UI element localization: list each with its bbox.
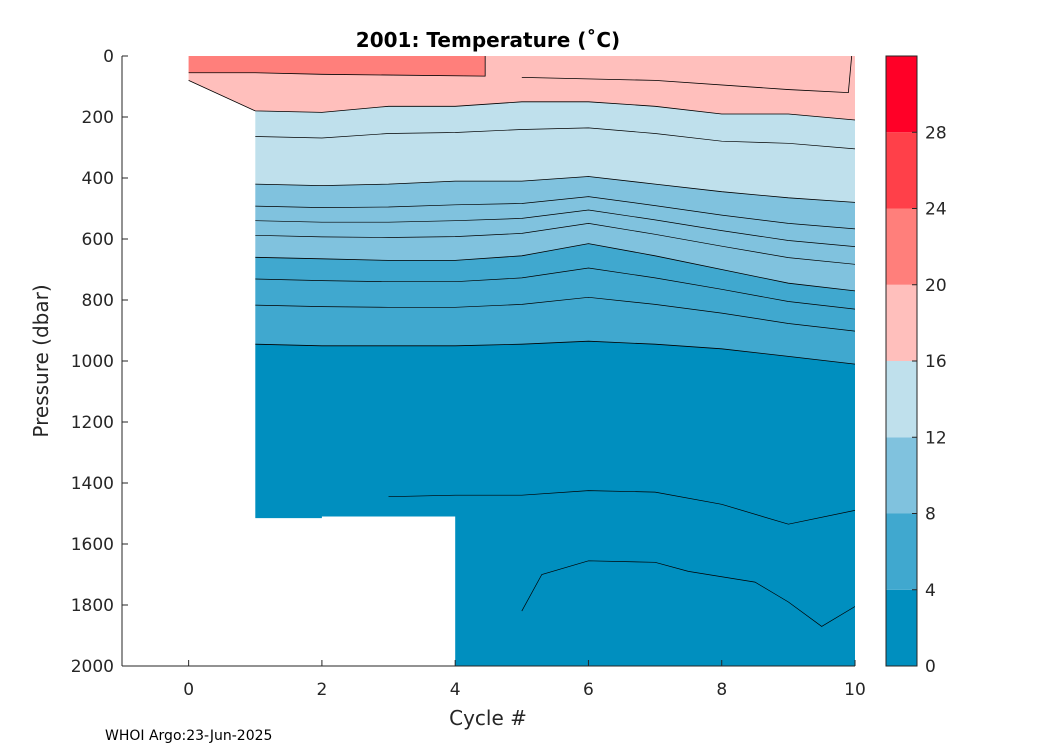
- band-20-24: [188, 56, 486, 77]
- colorbar-tick-label: 24: [925, 200, 947, 220]
- colorbar-band: [886, 361, 917, 438]
- colorbar: [885, 55, 918, 667]
- intermediate-contour: [255, 223, 855, 265]
- colorbar-band: [886, 437, 917, 514]
- y-tick-label: 0: [103, 47, 114, 67]
- y-axis-label: Pressure (dbar): [29, 284, 53, 437]
- band-8-12: [255, 176, 855, 291]
- colorbar-tick-label: 16: [925, 352, 947, 372]
- isotherm-20: [188, 56, 486, 77]
- colorbar-ticks: 0 4 8 12 16 20 24 28: [912, 123, 947, 677]
- isotherm-18: [521, 56, 853, 94]
- x-tick-label: 2: [316, 680, 327, 700]
- y-tick-label: 400: [82, 169, 114, 189]
- intermediate-contour: [255, 209, 855, 247]
- colorbar-band: [886, 56, 917, 133]
- band-4-8: [255, 243, 855, 365]
- deep-contour-1: [388, 490, 855, 525]
- colorbar-band: [886, 284, 917, 361]
- intermediate-contour: [255, 196, 855, 230]
- colorbar-band: [886, 589, 917, 666]
- band-0-4: [255, 341, 855, 666]
- x-tick-label: 8: [716, 680, 727, 700]
- isotherm-8: [255, 243, 855, 292]
- chart-title: 2001: Temperature (˚C): [356, 28, 620, 52]
- colorbar-band: [886, 208, 917, 285]
- isotherm-12: [255, 176, 855, 203]
- x-tick-label: 4: [450, 680, 461, 700]
- y-tick-label: 1800: [71, 596, 114, 616]
- y-tick-label: 2000: [71, 657, 114, 677]
- x-tick-label: 10: [844, 680, 866, 700]
- y-tick-label: 1200: [71, 413, 114, 433]
- contour-lines: [188, 56, 855, 365]
- band-12-16: [255, 101, 855, 203]
- y-tick-label: 600: [82, 230, 114, 250]
- isotherm-16: [188, 80, 855, 121]
- y-axis-ticks: 0 200 400 600 800 1000 1200 1400 1600 1800 2000: [71, 47, 128, 677]
- colorbar-tick-label: 0: [925, 657, 936, 677]
- x-axis-label: Cycle #: [449, 706, 527, 730]
- colorbar-band: [886, 132, 917, 209]
- deep-contour-2: [521, 560, 855, 627]
- x-tick-label: 0: [183, 680, 194, 700]
- y-tick-label: 800: [82, 291, 114, 311]
- x-axis-ticks: 0 2 4 6 8 10: [183, 660, 866, 700]
- x-tick-label: 6: [583, 680, 594, 700]
- contour-detail-lines: [255, 127, 855, 627]
- contour-fills: [188, 56, 855, 666]
- y-tick-label: 1600: [71, 535, 114, 555]
- colorbar-band: [886, 513, 917, 590]
- footer-credit: WHOI Argo:23-Jun-2025: [105, 728, 272, 744]
- colorbar-tick-label: 4: [925, 581, 936, 601]
- intermediate-contour: [255, 127, 855, 150]
- colorbar-tick-label: 20: [925, 276, 947, 296]
- y-tick-label: 1000: [71, 352, 114, 372]
- intermediate-contour: [255, 296, 855, 332]
- intermediate-contour: [255, 267, 855, 310]
- colorbar-tick-label: 8: [925, 505, 936, 525]
- y-tick-label: 1400: [71, 474, 114, 494]
- y-tick-label: 200: [82, 108, 114, 128]
- colorbar-tick-label: 12: [925, 428, 947, 448]
- isotherm-4: [255, 340, 855, 365]
- colorbar-tick-label: 28: [925, 123, 947, 143]
